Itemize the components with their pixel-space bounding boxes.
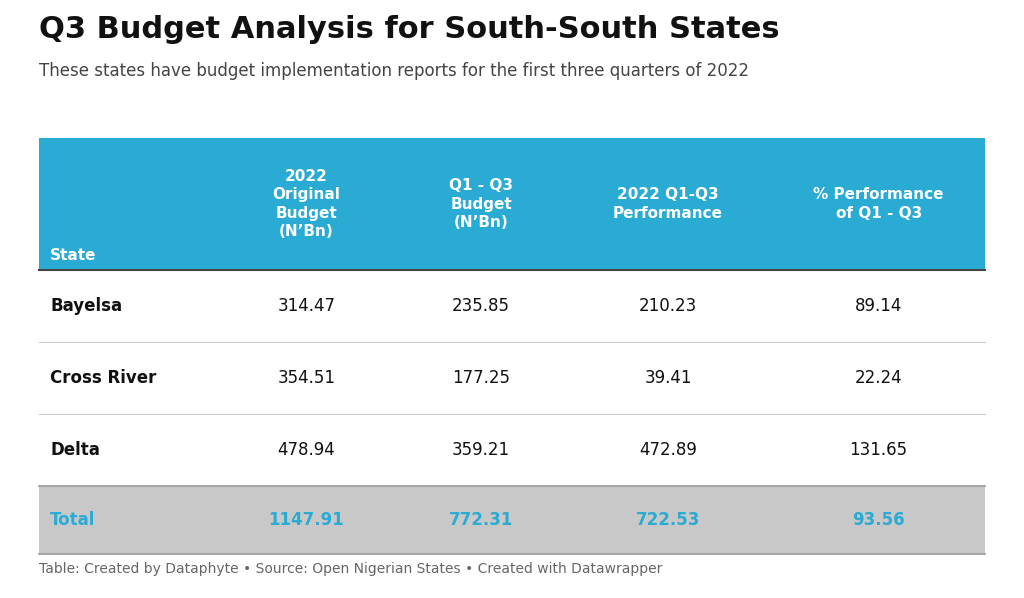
Text: Q3 Budget Analysis for South-South States: Q3 Budget Analysis for South-South State… [39,15,779,44]
Text: 210.23: 210.23 [639,297,697,315]
Text: 722.53: 722.53 [636,511,700,529]
Text: 235.85: 235.85 [453,297,510,315]
Bar [39,342,985,414]
Text: 314.47: 314.47 [278,297,335,315]
Text: Q1 - Q3
Budget
(N’Bn): Q1 - Q3 Budget (N’Bn) [450,178,513,230]
Bar [39,138,985,270]
Bar [39,486,985,554]
Text: 2022
Original
Budget
(N’Bn): 2022 Original Budget (N’Bn) [272,169,340,239]
Text: 2022 Q1-Q3
Performance: 2022 Q1-Q3 Performance [613,187,723,221]
Text: 772.31: 772.31 [450,511,513,529]
Text: 22.24: 22.24 [855,369,902,387]
Text: 472.89: 472.89 [639,441,697,459]
Text: 93.56: 93.56 [852,511,905,529]
Text: These states have budget implementation reports for the first three quarters of : These states have budget implementation … [39,62,749,80]
Text: State: State [50,248,96,263]
Bar [39,270,985,342]
Text: 354.51: 354.51 [278,369,335,387]
Text: Table: Created by Dataphyte • Source: Open Nigerian States • Created with Datawr: Table: Created by Dataphyte • Source: Op… [39,562,663,576]
Text: 359.21: 359.21 [453,441,510,459]
Bar [39,414,985,486]
Text: 131.65: 131.65 [850,441,907,459]
Text: Bayelsa: Bayelsa [50,297,123,315]
Text: Cross River: Cross River [50,369,157,387]
Text: 177.25: 177.25 [453,369,510,387]
Text: 39.41: 39.41 [644,369,692,387]
Text: 1147.91: 1147.91 [268,511,344,529]
Text: 89.14: 89.14 [855,297,902,315]
Text: 478.94: 478.94 [278,441,335,459]
Text: Total: Total [50,511,95,529]
Text: Delta: Delta [50,441,100,459]
Text: % Performance
of Q1 - Q3: % Performance of Q1 - Q3 [813,187,944,221]
